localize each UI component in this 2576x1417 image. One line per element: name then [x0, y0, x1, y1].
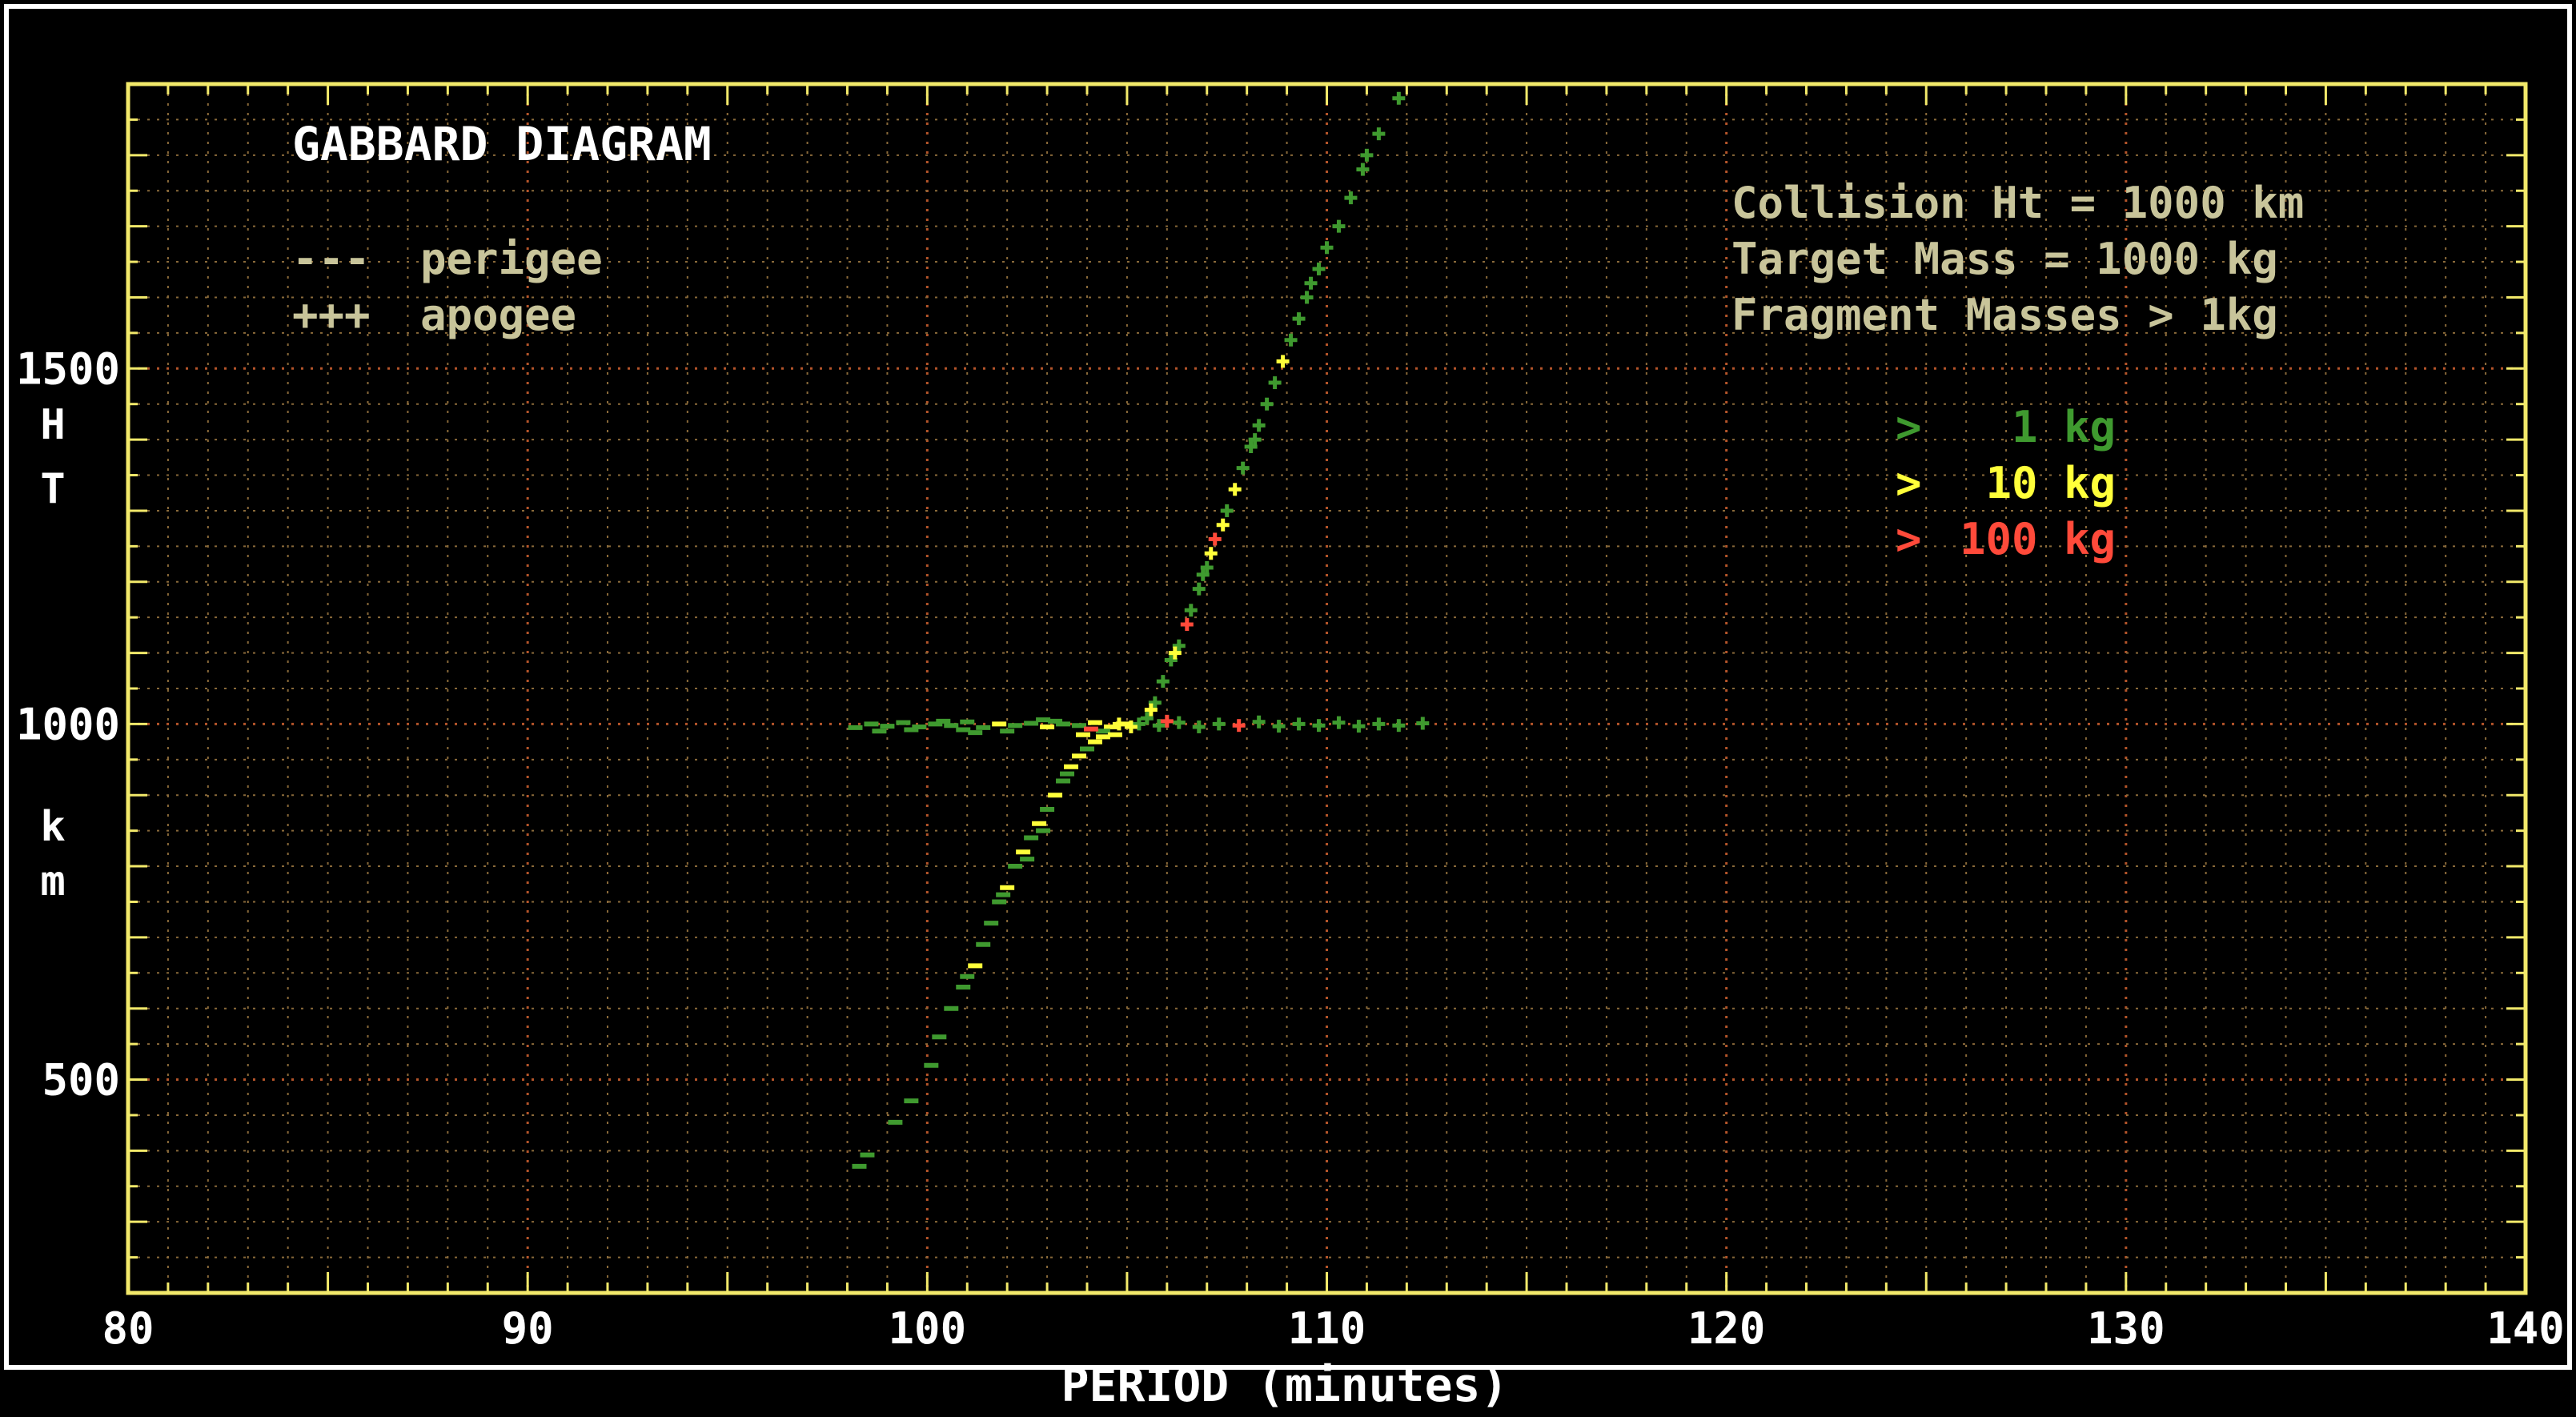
annotation-target-mass: Target Mass = 1000 kg	[1731, 234, 2278, 284]
y-axis-label-k: k	[40, 803, 65, 851]
apogee-point	[1300, 291, 1314, 304]
tick-labels: 80 90 100 110 120 130 140 500 1000 1500	[16, 343, 2565, 1354]
apogee-point	[1312, 262, 1326, 275]
apogee-point	[1204, 547, 1218, 560]
mass-legend-100kg-label: 100 kg	[1960, 514, 2116, 564]
annotation-collision-height: Collision Ht = 1000 km	[1731, 178, 2304, 228]
style-legend-perigee-label: perigee	[420, 234, 603, 284]
mass-legend-1kg-symbol: >	[1896, 402, 1922, 452]
apogee-point	[1392, 91, 1406, 105]
apogee-point	[1356, 163, 1370, 176]
outer-border	[4, 4, 2572, 1370]
apogee-point	[1192, 582, 1206, 596]
apogee-point	[1332, 219, 1346, 233]
apogee-point	[1268, 376, 1282, 390]
style-legend-apogee-label: apogee	[420, 290, 576, 340]
mass-legend-1kg-label: 1 kg	[1960, 402, 2116, 452]
apogee-point	[1312, 719, 1326, 733]
apogee-point	[1252, 715, 1266, 729]
mass-legend-100kg-symbol: >	[1896, 514, 1922, 564]
mass-legend-10kg-symbol: >	[1896, 458, 1922, 508]
apogee-point	[1252, 419, 1266, 432]
apogee-point	[1164, 653, 1178, 667]
apogee-point	[1172, 639, 1186, 652]
apogee-point	[1212, 717, 1226, 731]
y-tick-label: 1500	[16, 343, 120, 394]
chart-title: GABBARD DIAGRAM	[292, 117, 712, 171]
style-legend-apogee-symbol: +++	[292, 290, 371, 340]
apogee-point	[1144, 703, 1158, 717]
apogee-point	[1260, 397, 1274, 411]
apogee-point	[1140, 712, 1154, 725]
y-axis-label-t: T	[40, 465, 65, 513]
mass-legend-10kg-label: 10 kg	[1960, 458, 2116, 508]
x-tick-label: 140	[2486, 1303, 2565, 1354]
apogee-point	[1180, 618, 1194, 632]
x-tick-label: 100	[889, 1303, 967, 1354]
apogee-point	[1124, 720, 1138, 733]
x-axis-label: PERIOD (minutes)	[1061, 1358, 1509, 1412]
apogee-point	[1220, 504, 1234, 517]
collision-annotation: Collision Ht = 1000 km Target Mass = 100…	[1731, 178, 2304, 340]
apogee-point	[1156, 675, 1170, 688]
apogee-point	[1192, 720, 1206, 733]
apogee-point	[1236, 461, 1250, 475]
apogee-point	[1292, 312, 1306, 326]
apogee-point	[1332, 716, 1346, 729]
apogee-point	[1132, 717, 1146, 731]
apogee-point	[1152, 719, 1166, 733]
y-tick-label: 1000	[16, 699, 120, 749]
apogee-point	[1344, 191, 1358, 205]
data-marks	[848, 91, 1430, 1169]
apogee-point	[1320, 241, 1334, 255]
axis-ticks	[128, 84, 2526, 1293]
annotation-fragment-masses: Fragment Masses > 1kg	[1731, 290, 2278, 340]
apogee-point	[1352, 720, 1366, 733]
apogee-point	[1244, 440, 1258, 453]
y-axis-label-h: H	[40, 401, 65, 449]
apogee-point	[1372, 127, 1386, 141]
apogee-point	[1196, 568, 1210, 581]
x-tick-label: 110	[1288, 1303, 1366, 1354]
apogee-point	[1232, 719, 1246, 733]
apogee-point	[1392, 719, 1406, 733]
x-tick-label: 80	[102, 1303, 154, 1354]
style-legend: --- perigee +++ apogee	[292, 234, 603, 340]
apogee-point	[1292, 717, 1306, 731]
apogee-point	[1276, 355, 1290, 368]
apogee-point	[1228, 483, 1242, 496]
style-legend-perigee-symbol: ---	[292, 234, 371, 284]
x-tick-label: 90	[502, 1303, 554, 1354]
apogee-point	[1216, 518, 1230, 532]
mass-legend: > 1 kg > 10 kg > 100 kg	[1896, 402, 2116, 564]
apogee-point	[1372, 717, 1386, 731]
apogee-point	[1272, 720, 1286, 733]
apogee-point	[1112, 717, 1125, 731]
apogee-point	[1160, 714, 1174, 728]
apogee-point	[1416, 717, 1430, 730]
apogee-point	[1248, 433, 1262, 447]
x-tick-label: 120	[1687, 1303, 1766, 1354]
y-axis-label-m: m	[40, 857, 65, 905]
apogee-point	[1168, 646, 1182, 660]
y-tick-label: 500	[42, 1055, 120, 1106]
x-tick-label: 130	[2087, 1303, 2165, 1354]
apogee-point	[1284, 333, 1298, 347]
apogee-point	[1184, 604, 1198, 617]
apogee-point	[1304, 276, 1318, 290]
apogee-point	[1148, 696, 1162, 709]
apogee-point	[1208, 532, 1222, 546]
apogee-point	[1172, 716, 1186, 729]
apogee-point	[1360, 148, 1374, 162]
apogee-point	[1200, 561, 1214, 574]
